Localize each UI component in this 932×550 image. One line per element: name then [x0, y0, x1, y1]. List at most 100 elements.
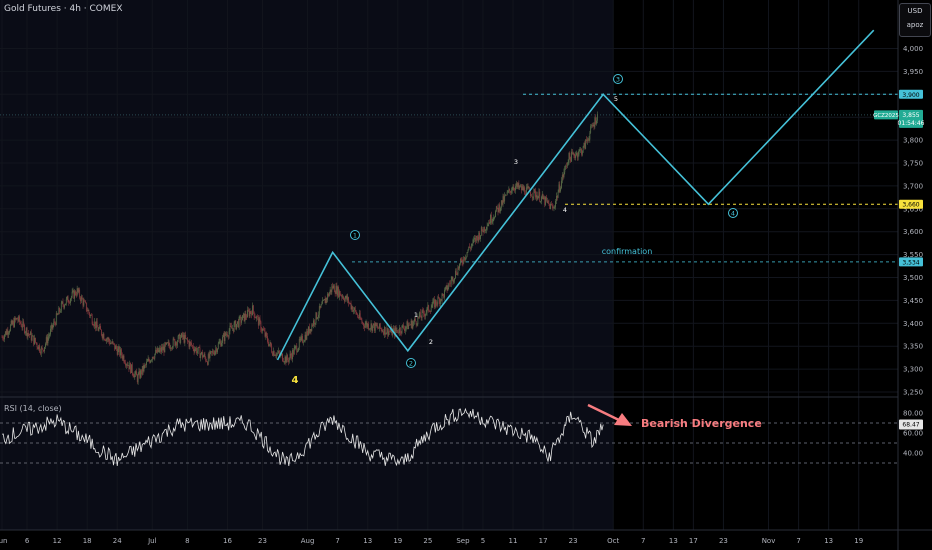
elliott-wave-lines[interactable]: [276, 29, 875, 361]
candle-body: [386, 327, 388, 333]
candle-body: [442, 293, 444, 295]
confirm-tag-bg: [899, 257, 923, 267]
y-tick-label: 3,800: [903, 137, 923, 145]
x-tick-label: Jul: [147, 537, 157, 545]
candle-body: [120, 349, 121, 356]
candle-body: [276, 353, 278, 356]
candle-body: [566, 165, 567, 167]
candle-body: [439, 298, 440, 304]
rsi-tick-label: 60.00: [903, 430, 923, 438]
x-tick-label: 7: [335, 537, 339, 545]
x-tick-label: 12: [53, 537, 62, 545]
candle-body: [455, 270, 457, 275]
candle-body: [400, 332, 402, 334]
candle-body: [267, 341, 269, 346]
candle-body: [476, 235, 478, 238]
candle-body: [172, 338, 174, 347]
candle-body: [50, 328, 51, 335]
candle-body: [182, 335, 184, 337]
candle-body: [525, 193, 526, 196]
circled-wave-2-circle: [406, 358, 416, 368]
candle-body: [460, 258, 461, 264]
candle-body: [75, 291, 76, 296]
candle-body: [4, 334, 5, 340]
candle-body: [178, 334, 180, 336]
candle-body: [535, 190, 536, 198]
candle-body: [543, 197, 545, 200]
candle-body: [465, 257, 466, 260]
rsi-line: [1, 407, 604, 467]
candle-body: [509, 188, 511, 191]
candle-body: [70, 298, 71, 303]
candle-body: [171, 346, 173, 349]
candle-body: [255, 317, 257, 319]
candle-body: [439, 299, 441, 304]
candle-body: [455, 270, 456, 279]
candle-body: [307, 330, 309, 335]
candle-body: [35, 337, 36, 343]
candle-body: [551, 204, 553, 208]
candle-body: [589, 132, 591, 140]
candle-body: [137, 374, 139, 382]
candle-body: [466, 252, 468, 257]
candle-body: [220, 341, 222, 347]
candle-body: [207, 361, 208, 365]
candle-body: [311, 324, 313, 332]
candle-body: [449, 283, 450, 285]
candle-body: [249, 311, 251, 317]
candle-body: [180, 337, 182, 343]
currency-button[interactable]: USD apoz: [899, 3, 931, 37]
candle-body: [204, 354, 206, 358]
candle-body: [357, 314, 359, 317]
x-tick-label: 16: [223, 537, 232, 545]
candle-body: [149, 360, 151, 363]
candle-body: [242, 315, 243, 321]
candle-body: [422, 310, 424, 312]
candle-body: [214, 351, 216, 355]
candle-body: [238, 316, 240, 328]
candle-body: [524, 187, 526, 194]
candle-body: [119, 347, 121, 356]
candle-body: [115, 345, 116, 350]
candle-body: [73, 290, 75, 299]
candle-body: [159, 347, 161, 350]
candle-body: [319, 306, 321, 308]
candle-body: [429, 311, 430, 312]
candle-body: [481, 227, 483, 232]
candle-body: [275, 355, 277, 357]
x-tick-label: 25: [423, 537, 432, 545]
candle-body: [247, 309, 249, 311]
candle-body: [470, 245, 472, 249]
candle-body: [143, 365, 145, 372]
candle-body: [231, 326, 233, 329]
candle-body: [526, 186, 528, 188]
candle-body: [185, 334, 187, 339]
rsi-series: [1, 407, 604, 467]
candle-body: [297, 350, 298, 353]
candle-body: [349, 303, 351, 304]
candle-body: [234, 320, 236, 324]
candle-body: [430, 307, 432, 312]
candles: [1, 111, 598, 385]
candle-body: [87, 309, 89, 312]
candle-body: [229, 325, 231, 332]
candle-body: [405, 326, 407, 329]
candle-body: [530, 191, 531, 196]
candle-body: [445, 285, 447, 288]
candle-body: [379, 323, 380, 329]
circled-wave-4: 4: [731, 209, 735, 217]
candle-body: [201, 352, 202, 355]
y-tick-label: 3,400: [903, 320, 923, 328]
candle-body: [6, 330, 8, 335]
candle-body: [404, 328, 405, 331]
candle-body: [511, 190, 513, 191]
candle-body: [63, 305, 65, 308]
x-tick-label: 18: [83, 537, 92, 545]
candle-body: [452, 277, 454, 283]
candle-body: [329, 289, 331, 293]
candle-body: [409, 324, 411, 326]
candle-body: [510, 190, 511, 193]
candle-body: [374, 323, 375, 331]
candle-body: [436, 303, 438, 305]
